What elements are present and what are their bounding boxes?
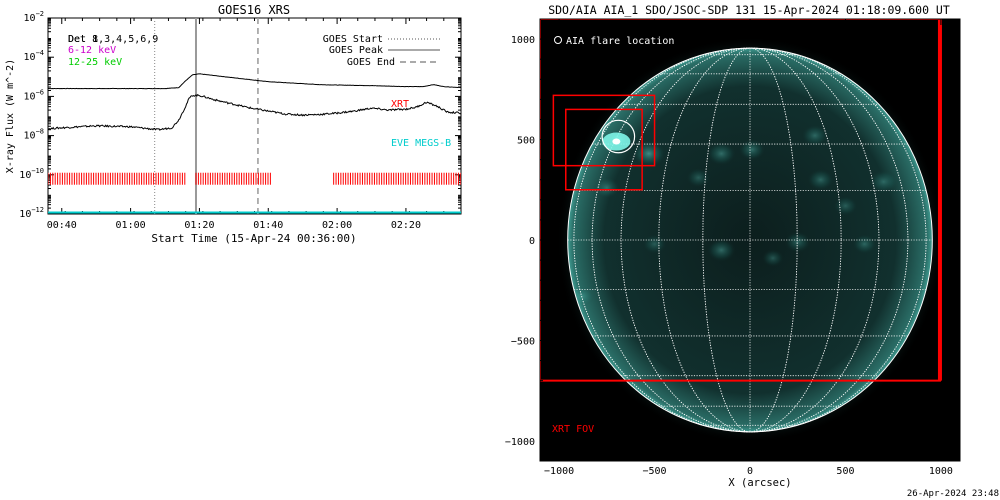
active-region [806, 168, 835, 191]
active-region [642, 233, 667, 255]
y-tick-label: 10−12 [19, 206, 44, 220]
legend-12-25-kev: 12-25 keV [68, 57, 122, 68]
active-region [706, 237, 737, 263]
aia-title: SDO/AIA AIA_1 SDO/JSOC-SDP 131 15-Apr-20… [548, 3, 950, 17]
active-region [833, 195, 858, 216]
series-line-det-8 [48, 93, 461, 131]
series-line-det-1-3-4-5-6-9 [48, 73, 461, 90]
active-region [631, 139, 667, 168]
box-inner [565, 108, 643, 191]
y-tick-label: 10−6 [24, 88, 44, 102]
flare-peak [612, 138, 621, 145]
active-region [706, 141, 737, 166]
longitude-line [702, 47, 798, 433]
box-outer [552, 94, 656, 167]
aia-y-tick-label: −500 [511, 336, 535, 347]
y-tick-label: 10−4 [24, 49, 44, 63]
legend-left: Det 1,3,4,5,6,9 Det 8 6-12 keV 12-25 keV [68, 34, 158, 68]
active-region [868, 169, 899, 194]
active-region [761, 249, 785, 268]
xrt-coverage-ticks [48, 172, 461, 185]
goes-xrs-panel: GOES16 XRS 00:40 01:00 01:20 01:40 02:00 02:2… [5, 3, 462, 245]
y-tick-label: 10−8 [24, 128, 44, 142]
xrt-fov-label: XRT FOV [552, 424, 594, 435]
x-tick-label: 01:40 [253, 220, 283, 231]
aia-y-tick-label: −1000 [505, 437, 535, 448]
active-region [801, 124, 829, 147]
aia-y-tick-label: 0 [529, 236, 535, 247]
aia-x-tick-label: −500 [642, 466, 666, 477]
legend-goes-peak: GOES Peak [329, 45, 383, 56]
x-tick-label: 02:00 [322, 220, 352, 231]
aia-x-tick-label: 500 [836, 466, 854, 477]
lightcurve-series [48, 73, 461, 131]
aia-ticks: −1000 −500 0 500 1000 1000 500 0 −500 −1000 [505, 18, 961, 477]
solar-limb [567, 47, 933, 433]
aia-panel: SDO/AIA AIA_1 SDO/JSOC-SDP 131 15-Apr-20… [505, 3, 999, 499]
longitude-line [591, 47, 909, 433]
legend-right: GOES Start GOES Peak GOES End [323, 34, 440, 68]
aia-x-tick-label: 1000 [929, 466, 953, 477]
flare-location-circle [601, 119, 636, 154]
aia-legend-label: AIA flare location [566, 36, 674, 47]
goes-xlabel: Start Time (15-Apr-24 00:36:00) [151, 232, 356, 245]
aia-legend: AIA flare location [554, 36, 674, 47]
legend-goes-start: GOES Start [323, 34, 383, 45]
aia-y-tick-label: 500 [517, 136, 535, 147]
active-region [852, 233, 877, 255]
flare-location-marker-icon [554, 36, 562, 44]
active-region [593, 176, 621, 199]
x-tick-label: 02:20 [391, 220, 421, 231]
active-region [784, 230, 812, 254]
goes-title: GOES16 XRS [218, 3, 290, 17]
x-tick-label: 00:40 [47, 220, 77, 231]
x-tick-label: 01:00 [116, 220, 146, 231]
timestamp: 26-Apr-2024 23:48 [907, 489, 999, 499]
aia-x-tick-label: 0 [747, 466, 753, 477]
y-tick-label: 10−2 [24, 10, 44, 24]
aia-image [540, 19, 944, 444]
x-tick-label: 01:20 [184, 220, 214, 231]
legend-6-12-kev: 6-12 keV [68, 45, 116, 56]
lightcurve-plot: 00:40 01:00 01:20 01:40 02:00 02:20 10−12 10−10… [19, 10, 462, 231]
legend-det-1-3-4-5-6-9: Det 1,3,4,5,6,9 [68, 34, 158, 45]
aia-xlabel: X (arcsec) [728, 477, 791, 489]
legend-goes-end: GOES End [347, 57, 395, 68]
active-region [686, 167, 711, 188]
goes-ylabel: X-ray Flux (W m^-2) [5, 59, 16, 173]
eve-annotation: EVE MEGS-B [391, 138, 451, 149]
aia-y-tick-label: 1000 [511, 35, 535, 46]
xrt-annotation: XRT [391, 99, 409, 110]
active-region [738, 138, 766, 161]
lightcurve-frame [47, 17, 462, 215]
legend-det-8: Det 8 [68, 34, 98, 45]
y-tick-label: 10−10 [19, 167, 44, 181]
aia-x-tick-label: −1000 [544, 466, 574, 477]
